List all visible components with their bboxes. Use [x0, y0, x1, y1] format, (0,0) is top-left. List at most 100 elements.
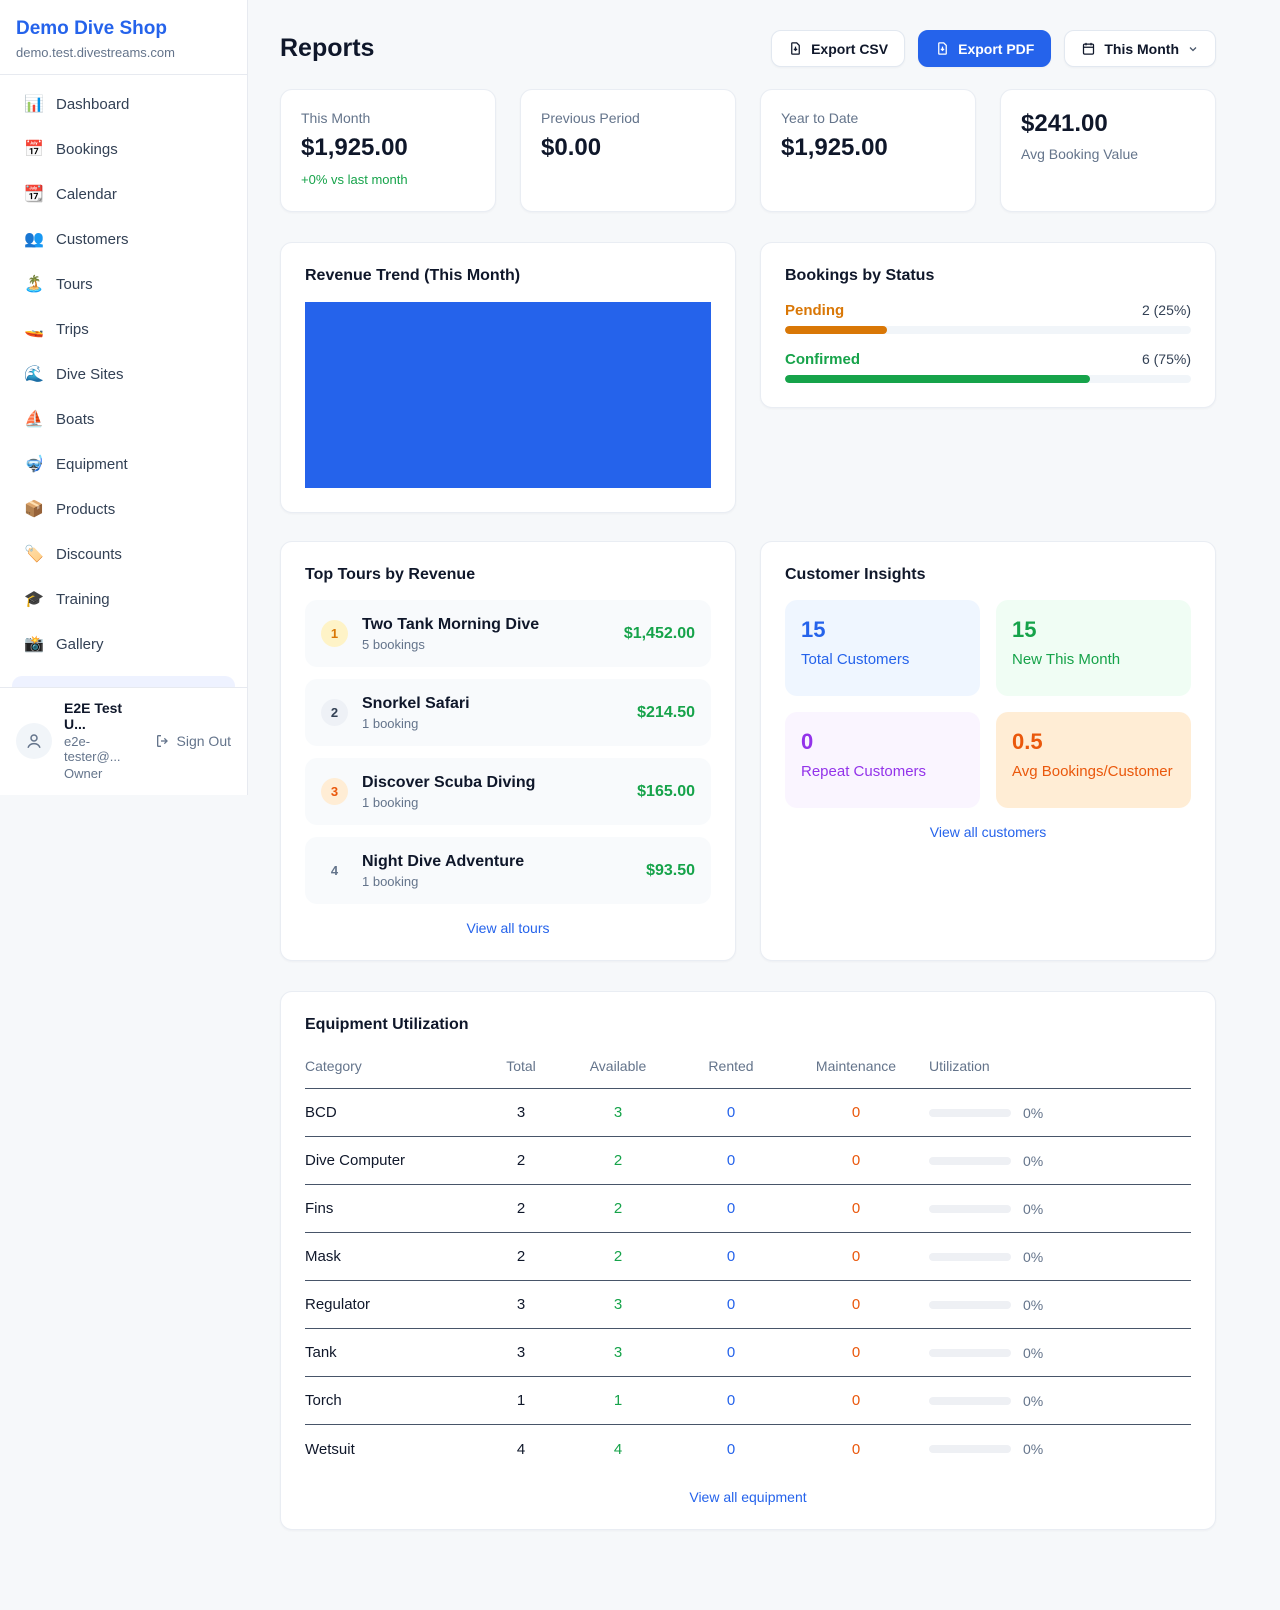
equipment-total: 1 [516, 1392, 526, 1409]
rank-badge: 1 [321, 620, 348, 647]
export-csv-button[interactable]: Export CSV [771, 30, 906, 67]
export-pdf-button[interactable]: Export PDF [918, 30, 1052, 67]
tour-bookings: 1 booking [362, 794, 419, 810]
equipment-utilization-title: Equipment Utilization [305, 1016, 469, 1033]
column-header-utilization: Utilization [929, 1058, 990, 1074]
sidebar: Demo Dive Shop demo.test.divestreams.com… [0, 0, 248, 795]
tour-name: Discover Scuba Diving [362, 773, 536, 791]
tour-info: Snorkel Safari 1 booking [362, 695, 623, 731]
nav-item-icon: 📸 [24, 636, 44, 653]
nav-item-icon: 🏷️ [24, 546, 44, 563]
status-row: Pending 2 (25%) [785, 302, 1191, 334]
user-info: E2E Test U... e2e-tester@... Owner [64, 700, 143, 781]
equipment-category: Torch [305, 1392, 342, 1409]
sidebar-nav-item[interactable]: 🤿 Equipment [12, 445, 235, 483]
equipment-total: 3 [516, 1344, 526, 1361]
equipment-utilization-cell: 0% [929, 1249, 1191, 1265]
nav-item-icon: 🎓 [24, 591, 44, 608]
sidebar-nav-item[interactable]: 📅 Bookings [12, 130, 235, 168]
sidebar-nav-item[interactable]: 📆 Calendar [12, 175, 235, 213]
sidebar-nav-item[interactable]: 🚤 Trips [12, 310, 235, 348]
equipment-utilization-cell: 0% [929, 1153, 1191, 1169]
table-row: Mask 2 2 0 0 0% [305, 1233, 1191, 1281]
utilization-percent: 0% [1023, 1441, 1044, 1457]
equipment-total: 4 [516, 1440, 526, 1458]
sidebar-nav-item[interactable]: 🌊 Dive Sites [12, 355, 235, 393]
utilization-percent: 0% [1023, 1200, 1044, 1217]
stat-value: $1,925.00 [301, 134, 408, 161]
sidebar-nav-item[interactable]: 🎓 Training [12, 580, 235, 618]
nav-item-icon: 📊 [24, 96, 44, 113]
file-download-icon [791, 42, 800, 55]
utilization-bar-track [929, 1252, 1011, 1261]
table-row: Regulator 3 3 0 0 0% [305, 1281, 1191, 1329]
view-all-tours-link[interactable]: View all tours [466, 920, 550, 936]
sidebar-nav-item[interactable]: 🏷️ Discounts [12, 535, 235, 573]
equipment-utilization-card: Equipment Utilization Category Total Ava… [280, 991, 1216, 1530]
sidebar-nav-item[interactable]: 📊 Dashboard [12, 85, 235, 123]
header-actions: Export CSV Export PDF This Month [771, 30, 1216, 67]
equipment-rented: 0 [726, 1392, 736, 1409]
insight-label: New This Month [1012, 651, 1121, 668]
main-content: Reports Export CSV Export PDF This Month [280, 0, 1216, 1530]
utilization-percent: 0% [1023, 1248, 1044, 1265]
period-dropdown[interactable]: This Month [1064, 30, 1216, 67]
tour-bookings: 1 booking [362, 715, 419, 731]
column-header-maintenance: Maintenance [815, 1058, 897, 1074]
file-download-icon [938, 42, 947, 55]
stat-card: Previous Period $0.00 [520, 89, 736, 212]
utilization-percent: 0% [1023, 1392, 1044, 1409]
sidebar-nav: 📊 Dashboard 📅 Bookings 📆 Calendar 👥 Cust… [0, 75, 247, 676]
sidebar-nav-item[interactable]: ⛵ Boats [12, 400, 235, 438]
customer-insights-title: Customer Insights [785, 566, 926, 583]
page-title: Reports [280, 34, 375, 62]
stat-label: Avg Booking Value [1021, 146, 1139, 162]
status-bar-fill [785, 326, 887, 334]
nav-item-icon: 🌊 [24, 366, 44, 383]
view-all-equipment-link[interactable]: View all equipment [689, 1489, 807, 1505]
top-tours-title: Top Tours by Revenue [305, 566, 476, 583]
equipment-maintenance: 0 [851, 1344, 861, 1361]
tour-row: 2 Snorkel Safari 1 booking $214.50 [305, 679, 711, 746]
nav-item-label: Trips [56, 320, 89, 338]
equipment-maintenance: 0 [851, 1152, 861, 1169]
equipment-total: 2 [516, 1248, 526, 1265]
equipment-utilization-cell: 0% [929, 1297, 1191, 1313]
equipment-total: 2 [516, 1200, 526, 1217]
equipment-utilization-cell: 0% [929, 1393, 1191, 1409]
table-row: BCD 3 3 0 0 0% [305, 1089, 1191, 1137]
stats-row: This Month $1,925.00 +0% vs last month P… [280, 89, 1216, 212]
sidebar-nav-item[interactable]: 🏝️ Tours [12, 265, 235, 303]
status-row: Confirmed 6 (75%) [785, 351, 1191, 383]
nav-item-label: Bookings [56, 140, 118, 158]
sidebar-item-reports-active-partial[interactable] [12, 676, 235, 687]
utilization-percent: 0% [1023, 1104, 1044, 1121]
insight-value: 15 [1012, 617, 1037, 642]
view-all-customers-link[interactable]: View all customers [929, 824, 1047, 840]
insights-row: Top Tours by Revenue 1 Two Tank Morning … [280, 541, 1216, 961]
chevron-down-icon [1189, 46, 1197, 51]
equipment-utilization-cell: 0% [929, 1105, 1191, 1121]
table-row: Wetsuit 4 4 0 0 0% [305, 1425, 1191, 1473]
nav-item-label: Discounts [56, 545, 122, 563]
tour-row: 3 Discover Scuba Diving 1 booking $165.0… [305, 758, 711, 825]
tour-row: 4 Night Dive Adventure 1 booking $93.50 [305, 837, 711, 904]
rank-badge: 4 [330, 863, 339, 878]
insight-tile: 0.5 Avg Bookings/Customer [996, 712, 1191, 808]
equipment-category: Fins [305, 1200, 334, 1217]
stat-label: Year to Date [781, 110, 859, 126]
nav-item-label: Customers [56, 230, 129, 248]
sidebar-nav-item[interactable]: 📸 Gallery [12, 625, 235, 663]
sidebar-nav-item[interactable]: 📦 Products [12, 490, 235, 528]
equipment-available: 3 [613, 1344, 623, 1361]
sidebar-nav-item[interactable]: 👥 Customers [12, 220, 235, 258]
insight-grid: 15 Total Customers 15 New This Month 0 R… [785, 600, 1191, 808]
sign-out-button[interactable]: Sign Out [155, 733, 231, 749]
equipment-category: Tank [305, 1344, 337, 1361]
status-count: 2 (25%) [1141, 302, 1191, 318]
table-row: Dive Computer 2 2 0 0 0% [305, 1137, 1191, 1185]
equipment-category: Dive Computer [305, 1152, 406, 1169]
equipment-category: BCD [305, 1104, 337, 1121]
equipment-maintenance: 0 [851, 1104, 861, 1121]
stat-card: This Month $1,925.00 +0% vs last month [280, 89, 496, 212]
